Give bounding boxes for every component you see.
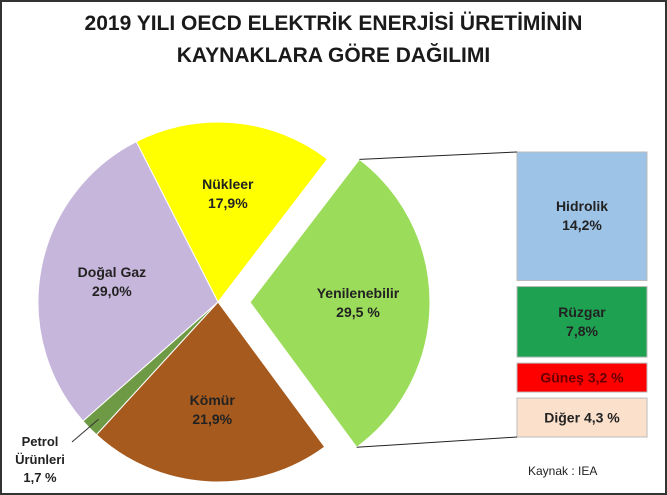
bar-segment [516, 151, 648, 282]
value-label: 21,9% [192, 410, 233, 427]
category-label: Rüzgar [558, 303, 606, 320]
category-label: Hidrolik [555, 198, 609, 215]
data-label: Kömür 21,9% [190, 391, 235, 429]
category-label: Petrol Ürünleri [15, 434, 65, 467]
bar-segment [516, 397, 648, 438]
value-label: 17,9% [207, 195, 248, 212]
category-label: Güneş [540, 369, 584, 386]
data-label: Güneş 3,2 % [540, 368, 623, 387]
value-label: 1,7 % [23, 470, 57, 485]
data-label: Diğer 4,3 % [544, 408, 620, 427]
value-label: 14,2% [562, 217, 602, 234]
bar-segment [516, 362, 648, 393]
connector [359, 151, 518, 160]
pie-slice [135, 121, 329, 303]
leader-line [71, 418, 99, 443]
category-label: Nükleer [202, 176, 254, 193]
category-label: Yenilenebilir [316, 285, 400, 302]
connector [356, 436, 518, 448]
value-label: 3,2 % [587, 369, 624, 386]
category-label: Diğer [544, 409, 581, 426]
category-label: Doğal Gaz [77, 263, 147, 280]
value-label: 29,5 % [336, 304, 380, 321]
value-label: 7,8% [566, 322, 598, 339]
data-label: Nükleer 17,9% [202, 175, 253, 213]
data-label: Doğal Gaz 29,0% [78, 263, 146, 301]
data-label: Hidrolik 14,2% [556, 197, 608, 235]
chart-title: KAYNAKLARA GÖRE DAĞILIMI [176, 44, 491, 67]
data-label: Rüzgar 7,8% [558, 303, 605, 341]
pie-slice [95, 301, 326, 483]
category-label: Kömür [189, 391, 235, 408]
data-label: Yenilenebilir 29,5 % [317, 284, 399, 322]
value-label: 29,0% [92, 282, 132, 299]
data-label: Petrol Ürünleri 1,7 % [10, 433, 70, 487]
pie-slice [249, 158, 431, 448]
value-label: 4,3 % [583, 409, 620, 426]
bar-segment [516, 286, 648, 358]
pie-slice [37, 140, 219, 422]
chart-title: 2019 YILI OECD ELEKTRİK ENERJİSİ ÜRETİMİ… [84, 12, 583, 35]
source: Kaynak : IEA [528, 464, 598, 478]
